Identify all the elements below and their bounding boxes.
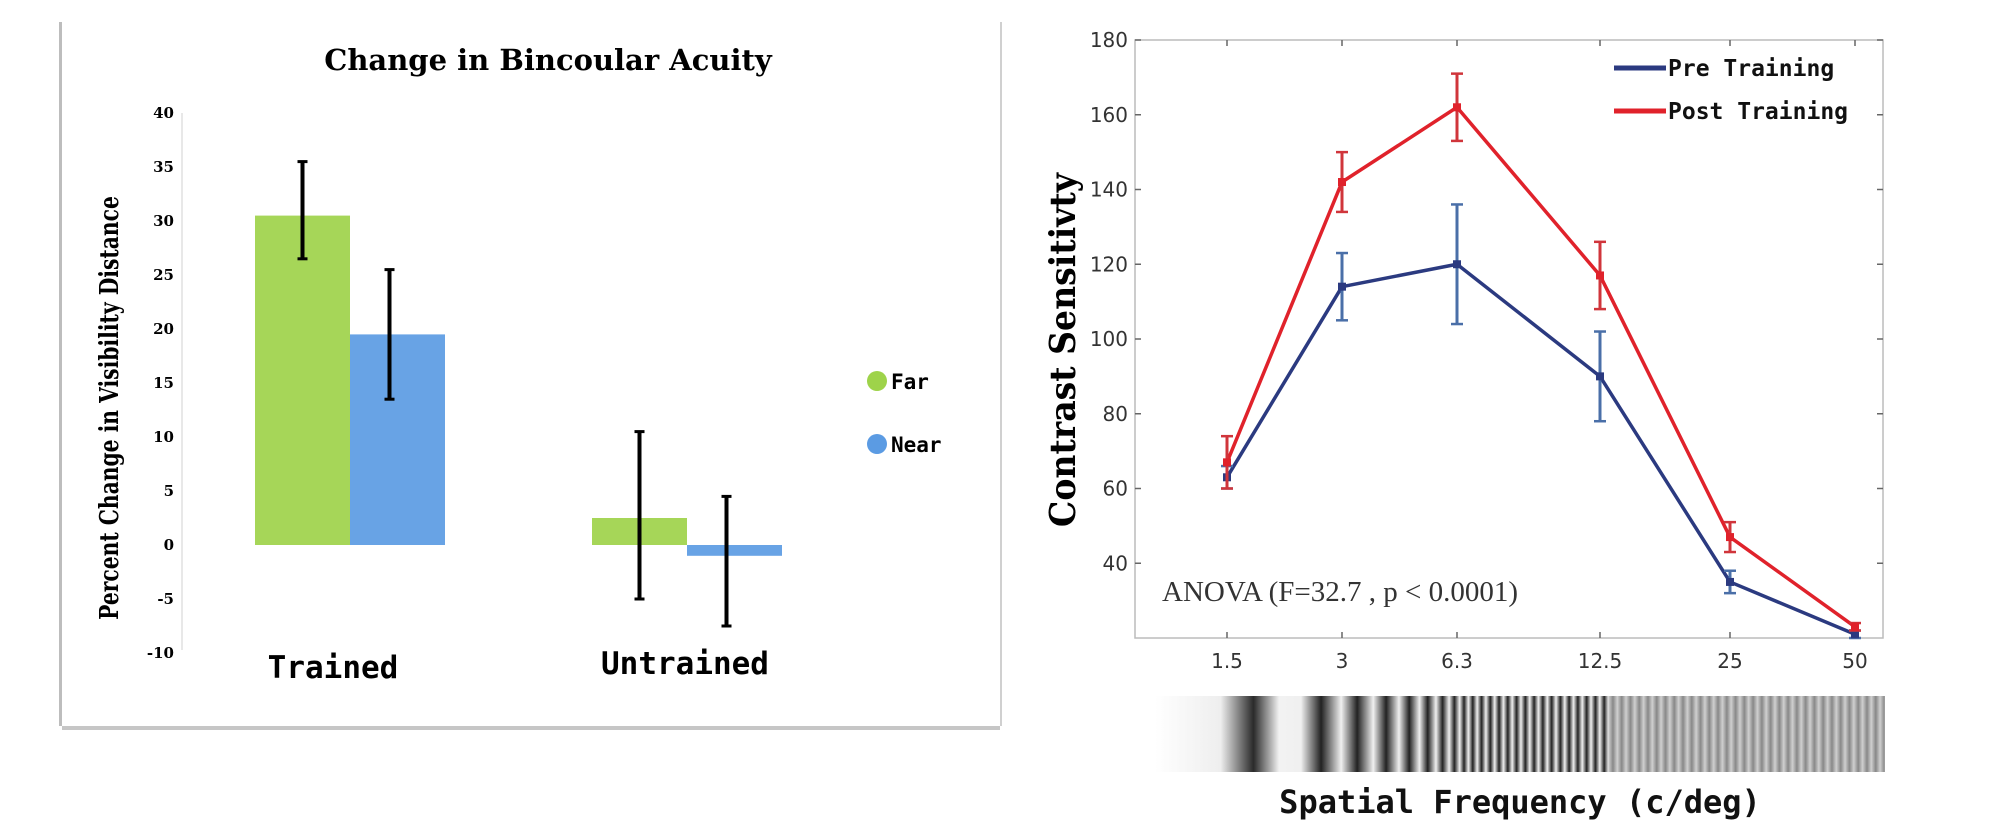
line-x-tick-label: 6.3 <box>1441 649 1473 673</box>
bar-y-tick-label: 30 <box>153 212 174 230</box>
line-y-tick-label: 120 <box>1090 252 1128 276</box>
line-x-tick-label: 1.5 <box>1211 649 1243 673</box>
bar-y-tick-label: -10 <box>147 644 174 662</box>
bar-chart-legend: Far Near <box>867 370 942 457</box>
data-point-pre-training <box>1338 282 1346 291</box>
bar-far-trained <box>255 215 350 545</box>
bar-y-tick-label: 40 <box>153 104 174 122</box>
line-y-tick-label: 140 <box>1090 178 1128 202</box>
bar-chart-bars <box>255 215 782 556</box>
legend-swatch-near <box>867 434 887 454</box>
bar-y-tick-label: 35 <box>153 158 174 176</box>
data-point-pre-training <box>1851 630 1859 639</box>
line-chart: 40 60 80 100 120 140 160 180 1.5 3 6.3 12.5 25 50 Co… <box>1043 28 1885 821</box>
category-label-trained: Trained <box>268 650 399 686</box>
line-chart-y-ticks: 40 60 80 100 120 140 160 180 <box>1090 28 1883 575</box>
spatial-frequency-grating <box>1155 696 1885 772</box>
series-line-post-training <box>1225 105 1857 629</box>
series-line-pre-training <box>1225 262 1856 636</box>
line-chart-series <box>1221 72 1861 640</box>
legend-label-pre-training: Pre Training <box>1668 56 1834 82</box>
legend-label-far: Far <box>891 370 929 394</box>
acuity-panel <box>62 22 1000 726</box>
bar-chart: Change in Bincoular Acuity Percent Chang… <box>95 43 942 686</box>
line-chart-x-axis-label: Spatial Frequency (c/deg) <box>1279 783 1761 821</box>
data-point-pre-training <box>1726 577 1734 586</box>
data-point-pre-training <box>1596 372 1604 381</box>
anova-annotation: ANOVA (F=32.7 , p < 0.0001) <box>1162 576 1518 608</box>
line-x-tick-label: 12.5 <box>1578 649 1623 673</box>
data-point-post-training <box>1851 622 1859 631</box>
bar-near-trained <box>350 334 445 545</box>
bar-y-tick-label: 5 <box>164 482 174 500</box>
line-y-tick-label: 60 <box>1103 477 1128 501</box>
legend-swatch-far <box>867 371 887 391</box>
bar-y-tick-label: 25 <box>153 266 174 284</box>
bar-near-untrained <box>687 545 782 556</box>
data-point-post-training <box>1726 533 1734 542</box>
bar-chart-category-labels: Trained Untrained <box>268 646 769 686</box>
line-x-tick-label: 3 <box>1336 649 1349 673</box>
bar-y-tick-label: -5 <box>157 590 174 608</box>
bar-chart-y-axis-label: Percent Change in Visibility Distance <box>95 196 125 620</box>
bar-chart-error-bars <box>297 160 732 628</box>
data-point-pre-training <box>1453 260 1461 269</box>
bar-y-tick-label: 0 <box>164 536 174 554</box>
data-point-post-training <box>1453 103 1461 112</box>
line-y-tick-label: 80 <box>1103 402 1128 426</box>
data-point-post-training <box>1596 271 1604 280</box>
line-y-tick-label: 100 <box>1090 327 1128 351</box>
line-x-tick-label: 25 <box>1717 649 1742 673</box>
bar-y-tick-label: 15 <box>153 374 174 392</box>
data-point-post-training <box>1223 458 1231 467</box>
line-y-tick-label: 40 <box>1103 551 1128 575</box>
line-chart-plot-area <box>1134 39 1884 639</box>
line-y-tick-label: 160 <box>1090 103 1128 127</box>
bar-y-tick-label: 20 <box>153 320 174 338</box>
legend-label-post-training: Post Training <box>1668 99 1848 125</box>
data-point-post-training <box>1338 178 1346 187</box>
line-y-tick-label: 180 <box>1090 28 1128 52</box>
line-x-tick-label: 50 <box>1842 649 1867 673</box>
legend-label-near: Near <box>891 433 942 457</box>
line-chart-legend: Pre Training Post Training <box>1614 56 1848 125</box>
line-chart-x-ticks: 1.5 3 6.3 12.5 25 50 <box>1211 40 1868 673</box>
line-chart-y-axis-label: Contrast Sensitivty <box>1043 172 1085 527</box>
category-label-untrained: Untrained <box>601 646 769 682</box>
bar-chart-y-ticks: -10 -5 0 5 10 15 20 25 30 35 40 <box>147 104 174 662</box>
bar-y-tick-label: 10 <box>153 428 174 446</box>
bar-chart-title: Change in Bincoular Acuity <box>324 43 773 77</box>
